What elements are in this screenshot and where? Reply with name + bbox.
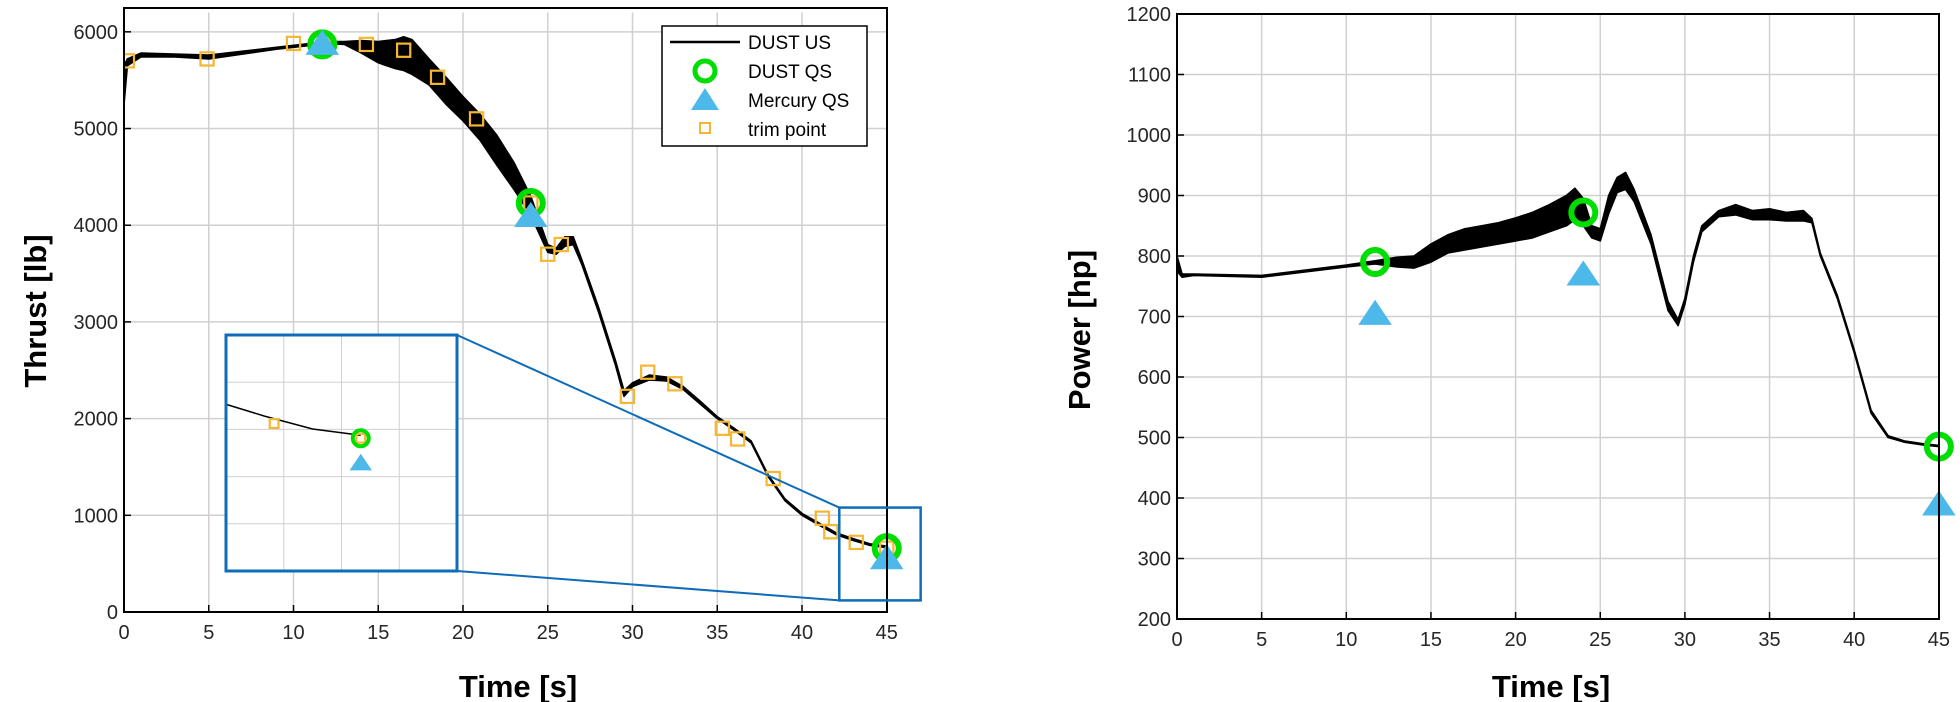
power-y-tick-label: 300 (1138, 549, 1171, 571)
thrust-chart: 0 5 10 15 20 25 30 35 40 45 0 1000 2000 3000 4000 5000 6… (18, 7, 922, 702)
thrust-x-tick-label: 25 (537, 622, 559, 644)
power-x-tick-label: 35 (1758, 629, 1780, 651)
legend: DUST US DUST QS Mercury QS trim point (661, 25, 868, 147)
thrust-y-tick-label: 3000 (74, 312, 119, 334)
thrust-trim-point-marker (124, 53, 136, 69)
power-x-tick-label: 40 (1843, 629, 1865, 651)
thrust-trim-point-marker (814, 510, 831, 526)
thrust-zoom-inset (224, 333, 922, 602)
legend-label-trim-point: trim point (748, 120, 827, 141)
thrust-y-tick-label: 1000 (74, 505, 119, 527)
thrust-trim-point-marker (765, 470, 781, 487)
thrust-x-axis-label: Time [s] (459, 669, 577, 702)
power-x-tick-label: 0 (1171, 629, 1182, 651)
power-mercury-qs-marker (1566, 260, 1601, 286)
zoom-dust-qs-marker (350, 428, 371, 449)
legend-label-mercury-qs: Mercury QS (748, 91, 849, 112)
thrust-trim-point-marker (553, 236, 570, 253)
thrust-mercury-qs-marker (514, 201, 548, 227)
power-y-tick-label: 200 (1138, 609, 1171, 631)
power-y-tick-label: 1100 (1128, 65, 1171, 87)
thrust-y-tick-label: 0 (107, 602, 118, 624)
zoom-region-box (838, 506, 922, 602)
zoom-trim-point-marker (355, 432, 367, 444)
power-x-tick-label: 15 (1420, 629, 1442, 651)
thrust-trim-point-marker (848, 534, 864, 551)
thrust-y-tick-label: 6000 (74, 22, 119, 44)
thrust-trim-point-marker (199, 51, 215, 67)
thrust-x-tick-label: 20 (452, 622, 474, 644)
legend-label-dust-qs: DUST QS (748, 62, 832, 83)
zoom-inset-plot (226, 335, 457, 571)
legend-box (661, 25, 868, 147)
thrust-tick-labels: 0 5 10 15 20 25 30 35 40 45 0 1000 2000 3000 4000 5000 6… (74, 22, 898, 644)
zoom-inset-frame (224, 333, 459, 573)
thrust-x-tick-label: 5 (203, 622, 214, 644)
power-dust-qs-marker (1360, 247, 1391, 278)
thrust-axes-frame (123, 7, 888, 613)
thrust-trim-point-marker (468, 111, 485, 127)
thrust-trim-point-marker (540, 246, 556, 262)
power-x-tick-label: 20 (1504, 629, 1526, 651)
power-y-axis-label: Power [hp] (1062, 250, 1097, 410)
legend-label-dust-us: DUST US (748, 33, 831, 54)
thrust-trim-point-marker (640, 364, 656, 380)
power-y-tick-label: 1200 (1127, 4, 1172, 26)
zoom-dust-us-line (226, 403, 361, 436)
thrust-trim-point-marker (667, 376, 683, 392)
power-y-tick-label: 900 (1138, 186, 1171, 208)
thrust-trim-point-marker (285, 35, 302, 52)
legend-marker-mercury-qs (691, 88, 719, 110)
thrust-trim-point-marker (823, 524, 839, 540)
power-y-tick-label: 700 (1138, 307, 1171, 329)
power-y-tick-label: 400 (1138, 488, 1171, 510)
thrust-x-tick-label: 35 (706, 622, 728, 644)
zoom-trim-point-marker (268, 418, 280, 430)
thrust-y-tick-label: 4000 (74, 215, 119, 237)
thrust-trim-point-marker (619, 388, 636, 405)
thrust-y-axis-label: Thrust [lb] (18, 234, 53, 387)
power-plot-area (1177, 171, 1956, 516)
zoom-connector-bottom (456, 570, 840, 602)
zoom-mercury-qs-marker (349, 453, 372, 471)
power-y-tick-label: 800 (1138, 246, 1171, 268)
power-x-tick-label: 10 (1335, 629, 1357, 651)
thrust-trim-point-marker (729, 431, 746, 447)
thrust-y-tick-label: 5000 (74, 119, 119, 141)
thrust-x-tick-label: 40 (791, 622, 813, 644)
thrust-mercury-qs-marker (305, 29, 340, 55)
legend-marker-dust-qs (692, 58, 718, 84)
power-x-tick-label: 30 (1674, 629, 1696, 651)
power-grid (1176, 13, 1940, 620)
thrust-x-tick-label: 10 (282, 622, 304, 644)
power-x-axis-label: Time [s] (1492, 669, 1610, 702)
power-y-tick-label: 600 (1138, 367, 1171, 389)
power-x-tick-label: 5 (1256, 629, 1267, 651)
power-dust-us-line (1177, 171, 1940, 448)
power-tick-labels: 0 5 10 15 20 25 30 35 40 45 200 300 400 500 600 700 800 9… (1127, 4, 1950, 651)
thrust-x-tick-label: 45 (876, 622, 898, 644)
power-x-tick-label: 45 (1928, 629, 1950, 651)
thrust-trim-point-marker (429, 69, 446, 85)
thrust-x-tick-label: 30 (621, 622, 643, 644)
power-dust-qs-marker (1568, 197, 1599, 228)
power-mercury-qs-marker (1358, 299, 1392, 325)
power-y-tick-label: 1000 (1127, 125, 1172, 147)
thrust-x-tick-label: 0 (118, 622, 129, 644)
thrust-y-tick-label: 2000 (74, 409, 119, 431)
thrust-x-tick-label: 15 (367, 622, 389, 644)
power-x-tick-label: 25 (1589, 629, 1611, 651)
legend-marker-trim-point (699, 122, 711, 134)
power-y-tick-label: 500 (1138, 428, 1171, 450)
zoom-connector-top (456, 334, 840, 509)
thrust-trim-point-marker (714, 420, 731, 436)
thrust-trim-point-marker (395, 42, 412, 58)
thrust-trim-point-marker (358, 36, 375, 53)
power-chart: 0 5 10 15 20 25 30 35 40 45 200 300 400 500 600 700 800 9… (1062, 4, 1956, 702)
